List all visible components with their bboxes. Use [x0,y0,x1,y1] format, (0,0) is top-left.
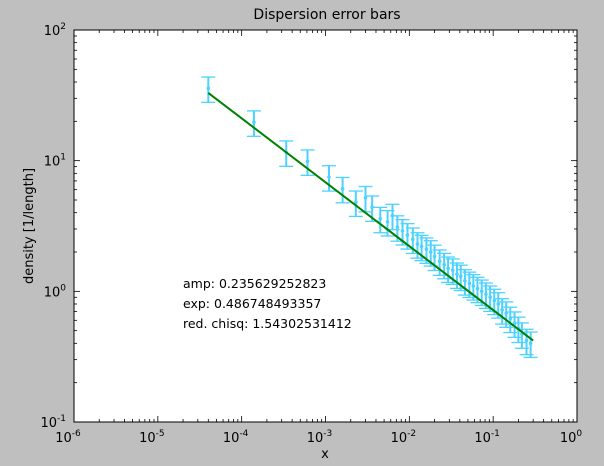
x-tick-label: 10-5 [139,429,165,446]
fit-line [207,92,534,342]
x-tick-label: 10-6 [55,429,81,446]
plot-area [73,29,578,423]
annotation-exp: exp: 0.486748493357 [183,296,321,311]
x-tick-labels: 10-6 10-5 10-4 10-3 10-2 10-1 100 [55,429,582,446]
y-tick-label: 102 [44,22,66,39]
y-tick-label: 100 [44,283,67,300]
y-axis-label: density [1/length] [22,168,37,284]
y-tick-labels: 10-1 100 101 102 [40,22,66,431]
y-tick-label: 101 [44,153,66,170]
annotation-amp: amp: 0.235629252823 [183,276,326,291]
minor-ticks [73,29,578,423]
annotations: amp: 0.235629252823 exp: 0.486748493357 … [183,276,352,331]
x-tick-label: 100 [560,429,583,446]
y-tick-label: 10-1 [40,414,66,431]
x-axis-label: x [321,447,329,462]
chart-title: Dispersion error bars [253,7,401,23]
x-tick-label: 10-4 [223,429,249,446]
annotation-chisq: red. chisq: 1.54302531412 [183,316,352,331]
x-tick-label: 10-2 [391,429,417,446]
x-tick-label: 10-1 [474,429,500,446]
x-tick-label: 10-3 [307,429,333,446]
